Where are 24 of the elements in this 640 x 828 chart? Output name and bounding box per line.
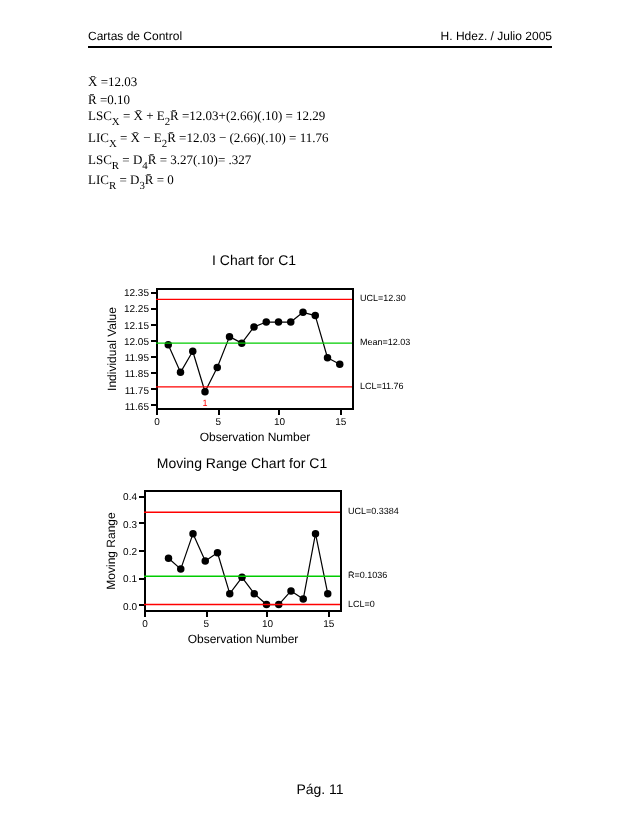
point (225, 332, 234, 341)
point (287, 318, 295, 326)
point (287, 587, 295, 595)
point (176, 368, 185, 377)
point (250, 323, 258, 331)
point (189, 347, 197, 355)
point (262, 318, 270, 326)
point (323, 354, 332, 362)
point (336, 360, 344, 368)
point (311, 529, 320, 538)
point (201, 388, 209, 396)
point (189, 529, 197, 538)
point (201, 557, 209, 565)
point (177, 565, 185, 573)
point (324, 589, 332, 598)
point (299, 308, 307, 317)
point (213, 548, 222, 557)
point (213, 363, 221, 372)
point (250, 589, 258, 598)
point (311, 311, 319, 320)
point (164, 554, 173, 562)
point (274, 318, 283, 326)
point (226, 589, 234, 598)
point (299, 595, 307, 603)
